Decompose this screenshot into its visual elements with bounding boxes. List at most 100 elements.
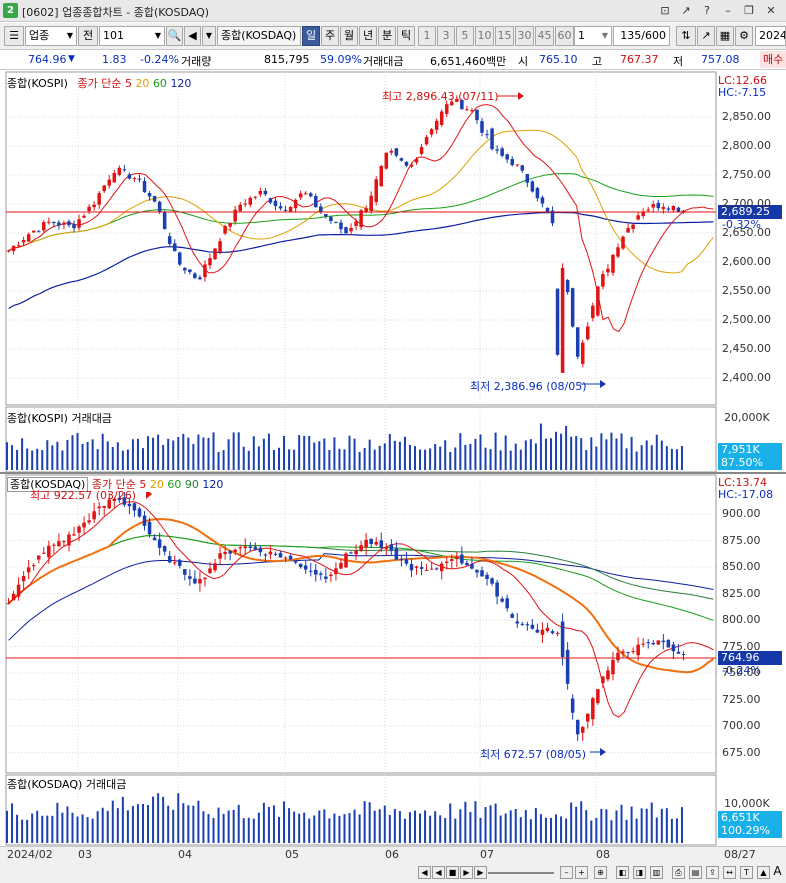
kospi-volume-bar — [625, 448, 628, 470]
kosdaq-volume-bar — [333, 813, 336, 843]
view-mode-3-icon[interactable]: ▥ — [650, 866, 663, 879]
kospi-volume-bar — [655, 434, 658, 470]
save-icon[interactable]: ▤ — [689, 866, 702, 879]
kospi-volume-bar — [116, 442, 119, 470]
settings-gear-icon[interactable]: ⚙ — [735, 26, 753, 46]
interval-button-4[interactable]: 15 — [495, 26, 514, 46]
kosdaq-candle — [419, 567, 424, 569]
kospi-candle — [586, 326, 590, 340]
kosdaq-candle — [157, 539, 162, 548]
period-tab-3[interactable]: 년 — [359, 26, 377, 46]
custom-interval-select[interactable]: 1 ▼ — [574, 26, 612, 46]
period-tab-0[interactable]: 일 — [302, 26, 320, 46]
minimize-icon[interactable]: – — [725, 4, 731, 17]
market-select[interactable]: 업종 ▼ — [25, 26, 77, 46]
kosdaq-title[interactable]: 종합(KOSDAQ) — [7, 477, 89, 492]
data-count-field[interactable]: 135/600 — [613, 26, 670, 46]
kosdaq-volume-bar — [479, 817, 482, 843]
interval-button-3[interactable]: 10 — [475, 26, 494, 46]
kosdaq-ma120-line — [8, 553, 714, 641]
period-tab-4[interactable]: 분 — [378, 26, 396, 46]
export-icon[interactable]: ⇪ — [706, 866, 719, 879]
stop-icon[interactable]: ■ — [446, 866, 459, 879]
draw-tool-icon[interactable]: ↗ — [697, 26, 715, 46]
search-icon[interactable]: 🔍 — [166, 26, 183, 46]
kospi-candle — [188, 269, 192, 273]
kospi-y-tick: 2,700.00 — [722, 197, 771, 210]
interval-button-0[interactable]: 1 — [418, 26, 436, 46]
close-icon[interactable]: ✕ — [766, 4, 776, 17]
kosdaq-candle — [293, 561, 298, 563]
kospi-volume-bar — [555, 431, 558, 470]
font-size-icon[interactable]: A — [773, 864, 782, 878]
kospi-candle — [404, 161, 409, 166]
scroll-right-icon[interactable]: ▶ — [474, 866, 487, 879]
up-icon[interactable]: ▲ — [757, 866, 770, 879]
kosdaq-volume-bar — [247, 817, 250, 843]
kosdaq-volume-bar — [66, 806, 69, 843]
code-select[interactable]: 101 ▼ — [99, 26, 165, 46]
kosdaq-volume-bar — [565, 818, 568, 843]
kospi-y-tick: 2,500.00 — [722, 313, 771, 326]
kosdaq-candle — [92, 511, 96, 520]
kospi-volume-bar — [398, 441, 401, 470]
interval-button-2[interactable]: 5 — [456, 26, 474, 46]
kosdaq-low-note: 최저 672.57 (08/05) — [480, 748, 587, 761]
crosshair-icon[interactable]: ⊕ — [594, 866, 607, 879]
kospi-ma120-line — [8, 211, 714, 310]
kospi-candle — [329, 216, 333, 222]
period-tab-1[interactable]: 주 — [321, 26, 339, 46]
kospi-candle — [631, 224, 635, 229]
restore-icon[interactable]: ❐ — [744, 4, 754, 17]
kosdaq-volume-bar — [635, 818, 638, 843]
kosdaq-candle — [137, 508, 142, 517]
layout-icon[interactable]: ▦ — [716, 26, 734, 46]
kospi-candle — [611, 254, 615, 273]
chevron-down-icon[interactable]: ▼ — [202, 26, 216, 46]
zoom-in-icon[interactable]: + — [575, 866, 588, 879]
zoom-slider[interactable] — [488, 872, 554, 874]
forward-icon[interactable]: ▶ — [460, 866, 473, 879]
interval-button-5[interactable]: 30 — [515, 26, 534, 46]
kosdaq-volume-bar — [242, 818, 245, 843]
kospi-candle — [379, 166, 384, 187]
text-tool-icon[interactable]: T — [740, 866, 753, 879]
fit-icon[interactable]: ↔ — [723, 866, 736, 879]
kosdaq-candle — [621, 651, 625, 654]
buy-tab[interactable]: 매수 — [760, 51, 786, 68]
view-mode-1-icon[interactable]: ◧ — [616, 866, 629, 879]
view-mode-2-icon[interactable]: ◨ — [633, 866, 646, 879]
period-tab-5[interactable]: 틱 — [397, 26, 415, 46]
kosdaq-candle — [198, 579, 202, 584]
period-tab-2[interactable]: 월 — [340, 26, 358, 46]
indicator-icon[interactable]: ⇅ — [676, 26, 696, 46]
scroll-left-icon[interactable]: ◀ — [418, 866, 431, 879]
pin-icon[interactable]: ⊡ — [660, 4, 670, 17]
print-icon[interactable]: ⎙ — [672, 866, 685, 879]
kospi-candle — [495, 149, 499, 151]
kospi-candle — [656, 202, 661, 209]
kosdaq-candle — [152, 537, 157, 541]
kospi-candle — [142, 181, 147, 193]
chart-canvas[interactable] — [0, 71, 786, 846]
help-icon[interactable]: ? — [704, 4, 710, 17]
interval-button-7[interactable]: 60 — [555, 26, 574, 46]
kospi-candle — [102, 185, 106, 192]
kospi-candle — [444, 104, 449, 114]
kospi-volume-bar — [162, 444, 165, 470]
link-icon[interactable]: ↗ — [681, 4, 691, 17]
speaker-icon[interactable]: ◀ — [184, 26, 201, 46]
kosdaq-candle — [555, 632, 560, 634]
interval-button-6[interactable]: 45 — [535, 26, 554, 46]
menu-icon[interactable]: ☰ — [4, 26, 24, 46]
all-sectors-button[interactable]: 전 — [78, 26, 98, 46]
zoom-out-icon[interactable]: – — [560, 866, 573, 879]
kospi-candle — [606, 268, 610, 273]
kosdaq-price-box: 764.96 — [718, 651, 782, 665]
interval-button-1[interactable]: 3 — [437, 26, 455, 46]
play-icon[interactable]: ◀ — [432, 866, 445, 879]
kosdaq-volume-bar — [272, 805, 275, 843]
kosdaq-candle — [248, 546, 253, 548]
kospi-candle — [238, 204, 242, 212]
date-field[interactable]: 2024/ — [755, 26, 786, 46]
